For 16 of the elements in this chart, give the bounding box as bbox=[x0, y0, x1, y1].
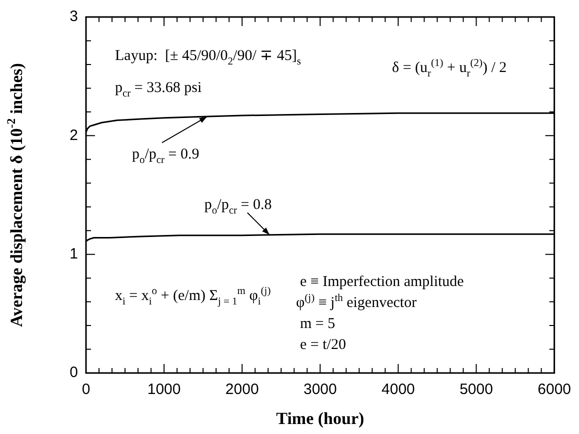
y-tick-label: 1 bbox=[70, 245, 78, 262]
x-tick-label: 3000 bbox=[303, 381, 337, 398]
x-tick-label: 2000 bbox=[225, 381, 259, 398]
x-axis-title: Time (hour) bbox=[276, 409, 364, 428]
x-tick-label: 5000 bbox=[460, 381, 493, 398]
annotation: e = t/20 bbox=[300, 337, 346, 353]
y-tick-label: 2 bbox=[70, 126, 78, 144]
x-tick-label: 1000 bbox=[147, 381, 181, 398]
x-tick-label: 6000 bbox=[538, 381, 572, 398]
x-tick-label: 4000 bbox=[382, 381, 415, 398]
y-axis-title: Average displacement δ (10-2 inches) bbox=[4, 63, 26, 327]
annotation: m = 5 bbox=[300, 316, 336, 332]
y-tick-label: 0 bbox=[70, 364, 78, 382]
annotation: e ≡ Imperfection amplitude bbox=[300, 274, 464, 290]
y-tick-label: 3 bbox=[70, 8, 78, 26]
x-tick-label: 0 bbox=[82, 381, 90, 398]
